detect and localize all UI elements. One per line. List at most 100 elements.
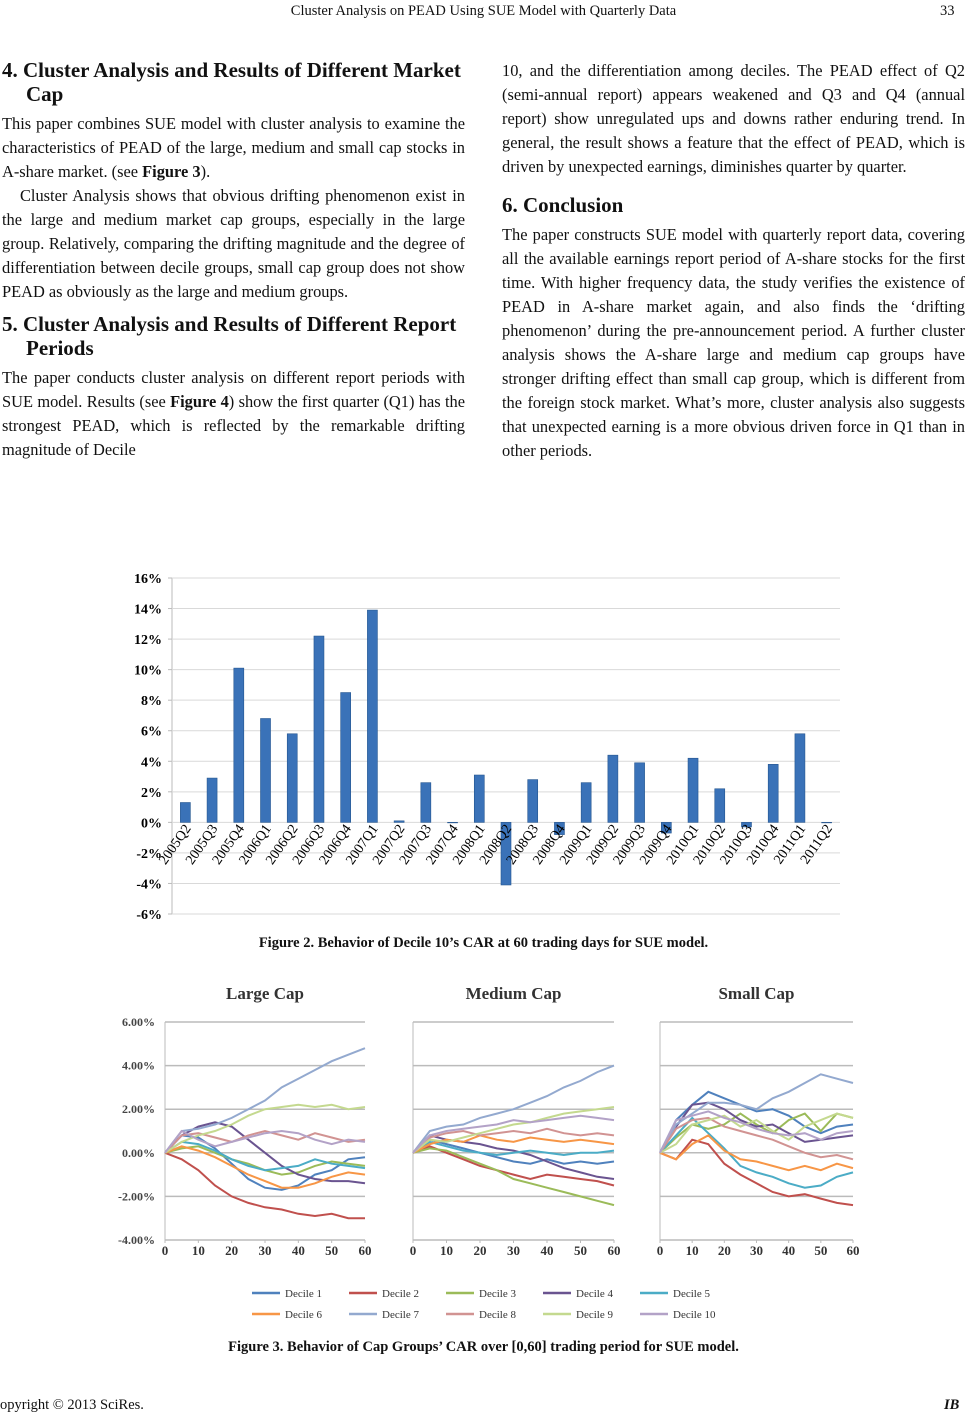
x-tick-label: 30 (259, 1243, 272, 1258)
legend-label: Decile 3 (479, 1288, 516, 1300)
text-run: The paper conducts cluster analysis on d… (2, 368, 465, 411)
data-line (164, 1145, 366, 1189)
copyright: opyright © 2013 SciRes. (0, 1397, 144, 1413)
x-tick-label: 0 (657, 1243, 664, 1258)
bar (367, 609, 378, 823)
data-line (412, 1064, 615, 1154)
data-line (412, 1147, 615, 1207)
bar (580, 782, 592, 823)
x-tick-label: 30 (507, 1243, 520, 1258)
chart-title: Medium Cap (466, 984, 562, 1003)
chart-title: Small Cap (718, 984, 794, 1003)
data-line (164, 1129, 366, 1154)
text-run: 10, and the differentiation among decile… (502, 61, 965, 176)
text-run: Cluster Analysis shows that obvious drif… (2, 186, 465, 301)
data-line (412, 1145, 615, 1187)
data-line (412, 1138, 615, 1165)
paragraph: 10, and the differentiation among decile… (502, 59, 965, 179)
bar (233, 667, 245, 823)
data-line (164, 1129, 366, 1154)
bar (180, 802, 191, 823)
bar (794, 733, 806, 823)
paragraph: This paper combines SUE model with clust… (2, 112, 465, 184)
section-heading: 5. Cluster Analysis and Results of Diffe… (2, 312, 457, 360)
x-tick-label: 60 (359, 1243, 372, 1258)
data-line (412, 1134, 615, 1154)
y-tick-label: 4.00% (122, 1059, 155, 1073)
bar (500, 822, 512, 886)
data-line (659, 1116, 854, 1189)
bar (821, 822, 832, 824)
data-line (659, 1138, 854, 1207)
data-line (412, 1114, 615, 1154)
data-line (164, 1047, 366, 1154)
legend-label: Decile 6 (285, 1309, 322, 1321)
x-tick-label: 40 (782, 1243, 795, 1258)
data-line (412, 1127, 615, 1154)
section-heading: 4. Cluster Analysis and Results of Diffe… (2, 58, 461, 106)
figure-reference: Figure 3 (142, 162, 201, 181)
bar (447, 822, 458, 824)
x-tick-label: 0 (410, 1243, 417, 1258)
text-run: The paper constructs SUE model with quar… (502, 225, 965, 460)
bar (767, 764, 779, 823)
y-tick-label: 16% (134, 572, 162, 587)
legend-label: Decile 4 (576, 1288, 613, 1300)
x-tick-label: 10 (192, 1243, 205, 1258)
data-line (164, 1151, 365, 1220)
chart-title: Large Cap (226, 984, 304, 1003)
data-line (659, 1073, 854, 1154)
legend-label: Decile 2 (382, 1288, 419, 1300)
y-tick-label: 8% (141, 694, 162, 709)
bar (741, 822, 752, 828)
y-tick-label: -4.00% (118, 1233, 155, 1247)
text-run: This paper combines SUE model with clust… (2, 114, 465, 181)
y-tick-label: 0% (141, 816, 162, 831)
data-line (659, 1110, 854, 1154)
figure-reference: Figure 4 (170, 392, 229, 411)
legend-label: Decile 9 (576, 1309, 613, 1321)
y-tick-label: 0.00% (122, 1146, 155, 1160)
x-tick-label: 40 (292, 1243, 305, 1258)
y-tick-label: 10% (134, 664, 162, 679)
bar (473, 774, 485, 823)
y-tick-label: 4% (141, 755, 162, 770)
data-line (659, 1134, 854, 1172)
text-run: ) show the first quarter (Q1) has the st… (2, 392, 465, 459)
page-number: 33 (940, 3, 955, 19)
bar (393, 820, 405, 823)
figure-caption: Figure 2. Behavior of Decile 10’s CAR at… (258, 935, 709, 951)
paragraph: Cluster Analysis shows that obvious drif… (2, 184, 465, 304)
legend-label: Decile 1 (285, 1288, 322, 1300)
section-heading: 6. Conclusion (502, 193, 624, 217)
bar (687, 757, 699, 823)
y-tick-label: -2% (136, 847, 162, 862)
y-tick-label: -2.00% (118, 1189, 155, 1203)
figure-caption: Figure 3. Behavior of Cap Groups’ CAR ov… (228, 1339, 739, 1355)
y-tick-label: 6.00% (122, 1015, 155, 1029)
x-tick-label: 20 (474, 1243, 487, 1258)
data-line (164, 1140, 366, 1172)
data-line (659, 1116, 854, 1161)
right-column: 10, and the differentiation among decile… (502, 59, 965, 463)
data-line (412, 1140, 615, 1157)
bar (661, 822, 672, 834)
y-tick-label: 14% (134, 603, 162, 618)
data-line (164, 1134, 366, 1191)
x-tick-label: 30 (750, 1243, 763, 1258)
legend-label: Decile 8 (479, 1309, 516, 1321)
y-tick-label: 2.00% (122, 1102, 155, 1116)
bar (340, 692, 351, 823)
bar (313, 635, 325, 823)
journal: IB (944, 1397, 960, 1413)
bar (714, 788, 726, 823)
y-tick-label: 6% (141, 725, 162, 740)
y-tick-label: 2% (141, 786, 162, 801)
bar (554, 822, 565, 835)
data-line (164, 1121, 366, 1185)
x-tick-label: 50 (814, 1243, 827, 1258)
x-tick-label: 60 (847, 1243, 860, 1258)
bar (260, 718, 271, 823)
